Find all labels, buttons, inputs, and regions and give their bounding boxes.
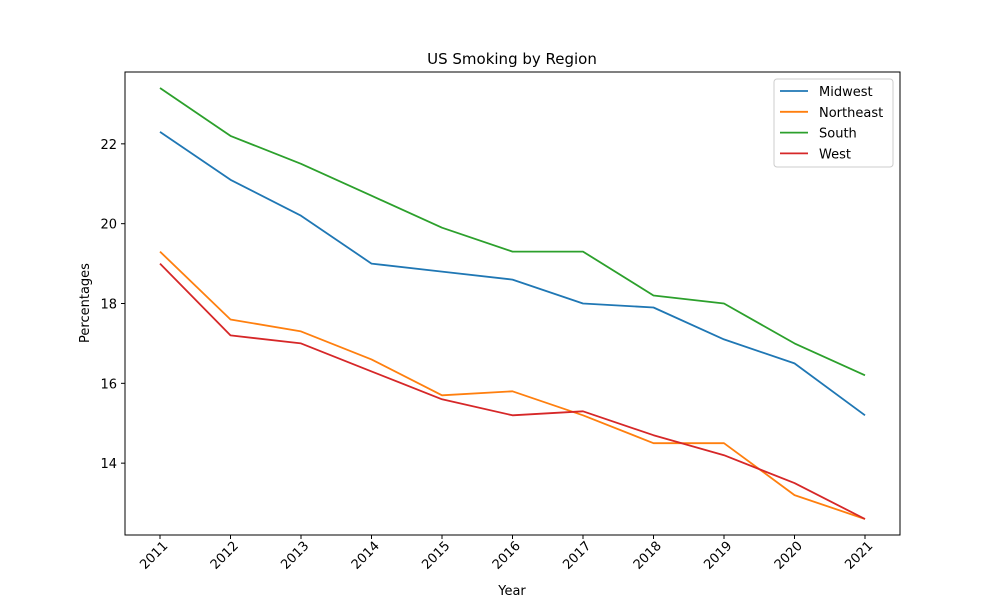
legend-label: Northeast: [819, 106, 883, 121]
chart-title: US Smoking by Region: [427, 50, 597, 68]
y-tick-label: 16: [100, 377, 117, 392]
x-axis-label: Year: [497, 584, 526, 599]
x-tick-label: 2020: [772, 539, 806, 573]
x-tick-label: 2017: [560, 539, 594, 573]
x-tick-label: 2011: [137, 539, 171, 573]
y-tick-label: 18: [100, 298, 117, 313]
x-tick-label: 2016: [490, 539, 524, 573]
legend: Midwest Northeast South West: [773, 78, 894, 168]
y-axis: 14 16 18 20 22: [100, 138, 125, 472]
series-line-west: [159, 262, 866, 520]
series-line-south: [159, 87, 866, 377]
x-tick-label: 2014: [349, 539, 383, 573]
legend-label: West: [819, 147, 851, 162]
legend-label: South: [819, 127, 857, 142]
x-tick-label: 2013: [278, 539, 312, 573]
legend-box: [773, 78, 894, 168]
x-axis: 2011 2012 2013 2014 2015 2016 2017 2018 2019 2020…: [137, 535, 876, 573]
x-tick-label: 2021: [842, 539, 876, 573]
series-line-northeast: [159, 250, 866, 520]
y-tick-label: 22: [100, 138, 117, 153]
series-lines: [159, 87, 866, 520]
x-tick-label: 2018: [631, 539, 665, 573]
y-tick-label: 14: [100, 457, 117, 472]
y-tick-label: 20: [100, 218, 117, 233]
x-tick-label: 2015: [419, 539, 453, 573]
x-tick-label: 2019: [701, 539, 735, 573]
series-line-midwest: [159, 131, 866, 417]
y-axis-label: Percentages: [78, 263, 93, 343]
x-tick-label: 2012: [208, 539, 242, 573]
legend-label: Midwest: [819, 85, 873, 100]
